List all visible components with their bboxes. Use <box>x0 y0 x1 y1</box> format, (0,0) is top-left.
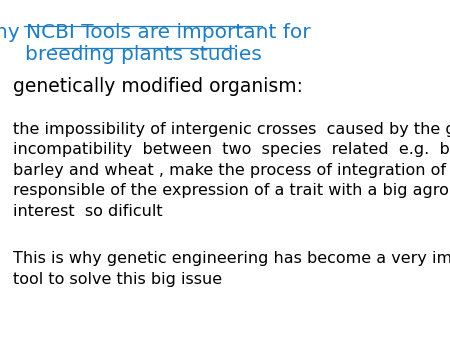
Text: genetically modified organism:: genetically modified organism: <box>13 77 303 96</box>
Text: This is why genetic engineering has become a very important
tool to solve this b: This is why genetic engineering has beco… <box>13 251 450 287</box>
Text: Why NCBI Tools are important for: Why NCBI Tools are important for <box>0 23 311 42</box>
Text: the impossibility of intergenic crosses  caused by the genetic
incompatibility  : the impossibility of intergenic crosses … <box>13 122 450 219</box>
Text: breeding plants studies: breeding plants studies <box>25 45 261 64</box>
